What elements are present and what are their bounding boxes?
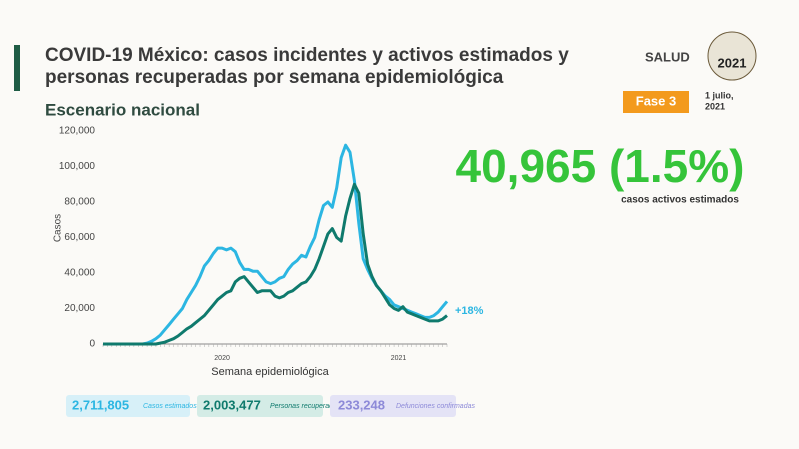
highlight-value: 40,965 (1.5%) — [456, 140, 745, 192]
phase: Fase 3 — [636, 93, 676, 108]
y-tick-label: 120,000 — [59, 126, 96, 137]
y-tick-label: 0 — [89, 339, 95, 350]
summary-value: 233,248 — [338, 397, 385, 412]
date: 1 julio, — [705, 90, 734, 100]
y-tick-label: 60,000 — [64, 232, 95, 243]
y-tick-label: 80,000 — [64, 197, 95, 208]
summary-label: Casos estimados — [143, 403, 197, 410]
phase-badge — [623, 91, 689, 113]
x-tick-label: 2020 — [214, 355, 230, 362]
summary-label: Defunciones confirmadas — [396, 403, 475, 410]
highlight-caption: casos activos estimados — [621, 195, 739, 206]
y-tick-label: 40,000 — [64, 268, 95, 279]
x-tick-label: 2021 — [391, 355, 407, 362]
y-tick-label: 20,000 — [64, 303, 95, 314]
accent-bar — [14, 45, 20, 91]
x-axis-label: Semana epidemiológica — [211, 366, 329, 378]
annotation: +18% — [455, 305, 484, 317]
emblem — [707, 31, 757, 81]
title-line: personas recuperadas por semana epidemio… — [45, 67, 504, 88]
series-line — [103, 182, 448, 346]
y-axis-label: Casos — [53, 214, 64, 242]
subtitle: Escenario nacional — [45, 100, 200, 119]
summary-box — [197, 395, 323, 417]
summary: 2,711,805 Casos estimados 2,003,477 Pers… — [66, 395, 475, 417]
summary-box — [66, 395, 190, 417]
summary-label: Personas recuperadas — [270, 403, 341, 410]
summary-box — [330, 395, 456, 417]
summary-value: 2,003,477 — [203, 397, 261, 412]
emblem-text: 2021 — [718, 55, 747, 70]
y-tick-label: 100,000 — [59, 161, 96, 172]
date: 2021 — [705, 101, 725, 111]
series-line — [103, 143, 449, 346]
title-line: COVID-19 México: casos incidentes y acti… — [45, 45, 569, 66]
logo: SALUD — [645, 49, 690, 64]
summary-value: 2,711,805 — [72, 397, 129, 412]
